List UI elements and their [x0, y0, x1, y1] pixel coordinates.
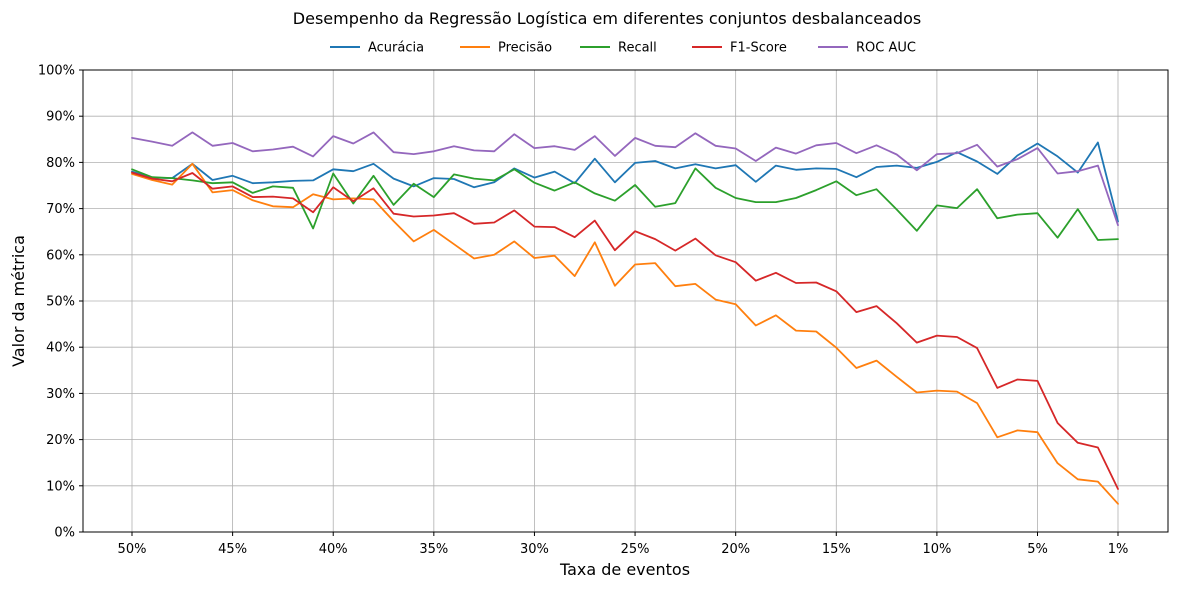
y-tick-label: 80% [46, 156, 75, 171]
y-tick-label: 100% [38, 64, 75, 79]
legend-label: ROC AUC [856, 41, 916, 56]
series-line-roc-auc [131, 131, 1119, 227]
y-axis: 0% 10% 20% 30% 40% 50% 60% 70% 80% 90% 100% [38, 64, 83, 541]
grid [83, 69, 1168, 533]
x-tick-label: 25% [621, 542, 650, 557]
y-tick-label: 20% [46, 433, 75, 448]
legend: Acurácia Precisão Recall F1-Score ROC AUC [330, 41, 916, 56]
legend-label: Precisão [498, 41, 552, 56]
x-tick-label: 40% [319, 542, 348, 557]
y-tick-label: 40% [46, 341, 75, 356]
x-tick-label: 15% [822, 542, 851, 557]
y-tick-label: 70% [46, 202, 75, 217]
x-tick-label: 1% [1108, 542, 1129, 557]
y-tick-label: 60% [46, 248, 75, 263]
x-axis: 50% 45% 40% 35% 30% 25% 20% 15% 10% 5% 1% [118, 532, 1129, 557]
legend-label: Recall [618, 41, 657, 56]
x-tick-label: 10% [922, 542, 951, 557]
y-tick-label: 10% [46, 479, 75, 494]
legend-label: F1-Score [730, 41, 787, 56]
series-line-f1-score [131, 171, 1119, 490]
y-tick-label: 0% [54, 526, 75, 541]
x-tick-label: 5% [1027, 542, 1048, 557]
y-tick-label: 30% [46, 387, 75, 402]
x-tick-label: 45% [218, 542, 247, 557]
x-axis-label: Taxa de eventos [559, 560, 690, 579]
series-lines [131, 131, 1119, 505]
y-tick-label: 90% [46, 110, 75, 125]
y-axis-label: Valor da métrica [9, 235, 28, 367]
x-tick-label: 20% [721, 542, 750, 557]
x-tick-label: 30% [520, 542, 549, 557]
legend-label: Acurácia [368, 41, 424, 56]
series-line-recall [131, 167, 1119, 241]
x-tick-label: 35% [419, 542, 448, 557]
series-line-precis-o [131, 162, 1119, 505]
series-line-acur-cia [131, 141, 1119, 223]
y-tick-label: 50% [46, 295, 75, 310]
x-tick-label: 50% [118, 542, 147, 557]
chart-title: Desempenho da Regressão Logística em dif… [293, 9, 921, 28]
